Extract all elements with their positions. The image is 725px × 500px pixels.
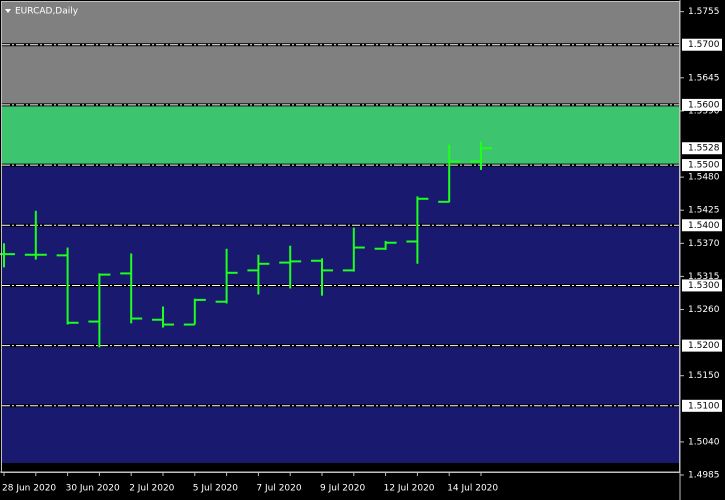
level-label: 1.5200: [688, 341, 720, 351]
level-label: 1.5700: [688, 40, 720, 50]
y-tick-label: 1.5150: [688, 371, 720, 381]
y-tick-label: 1.5755: [688, 7, 720, 17]
level-label-box: [682, 219, 722, 232]
current-price-box: [682, 142, 722, 155]
level-label-box: [682, 399, 722, 412]
level-label: 1.5500: [688, 161, 720, 171]
level-label-box: [682, 279, 722, 292]
zone: [2, 165, 680, 463]
chart-title: EURCAD,Daily: [15, 7, 79, 17]
zone: [2, 104, 680, 166]
y-tick-label: 1.5645: [688, 73, 720, 83]
level-label: 1.5600: [688, 100, 720, 110]
y-tick-label: 1.5370: [688, 239, 720, 249]
x-tick-label: 7 Jul 2020: [256, 484, 301, 494]
x-tick-label: 2 Jul 2020: [129, 484, 174, 494]
x-tick-label: 30 Jun 2020: [66, 484, 120, 494]
y-tick-label: 1.5480: [688, 173, 720, 183]
level-label: 1.5400: [688, 221, 720, 231]
current-price-label: 1.5528: [688, 144, 720, 154]
x-tick-label: 28 Jun 2020: [2, 484, 56, 494]
zone: [2, 2, 680, 105]
zones: [2, 2, 680, 463]
x-tick-label: 12 Jul 2020: [384, 484, 435, 494]
level-label: 1.5100: [688, 401, 720, 411]
y-tick-label: 1.5260: [688, 305, 720, 315]
x-tick-label: 9 Jul 2020: [320, 484, 365, 494]
level-label-box: [682, 339, 722, 352]
plot: [0, 43, 680, 408]
level-label: 1.5300: [688, 281, 720, 291]
y-tick-label: 1.5040: [688, 437, 720, 447]
x-tick-label: 14 Jul 2020: [447, 484, 498, 494]
x-tick-label: 5 Jul 2020: [193, 484, 238, 494]
y-tick-label: 1.5315: [688, 272, 720, 282]
y-tick-label: 1.5425: [688, 206, 720, 216]
y-tick-label: 1.4985: [688, 471, 720, 481]
menu-icon: [5, 9, 11, 13]
level-label-box: [682, 159, 722, 172]
level-label-box: [682, 98, 722, 111]
level-label-box: [682, 38, 722, 51]
y-tick-label: 1.5590: [688, 106, 720, 116]
